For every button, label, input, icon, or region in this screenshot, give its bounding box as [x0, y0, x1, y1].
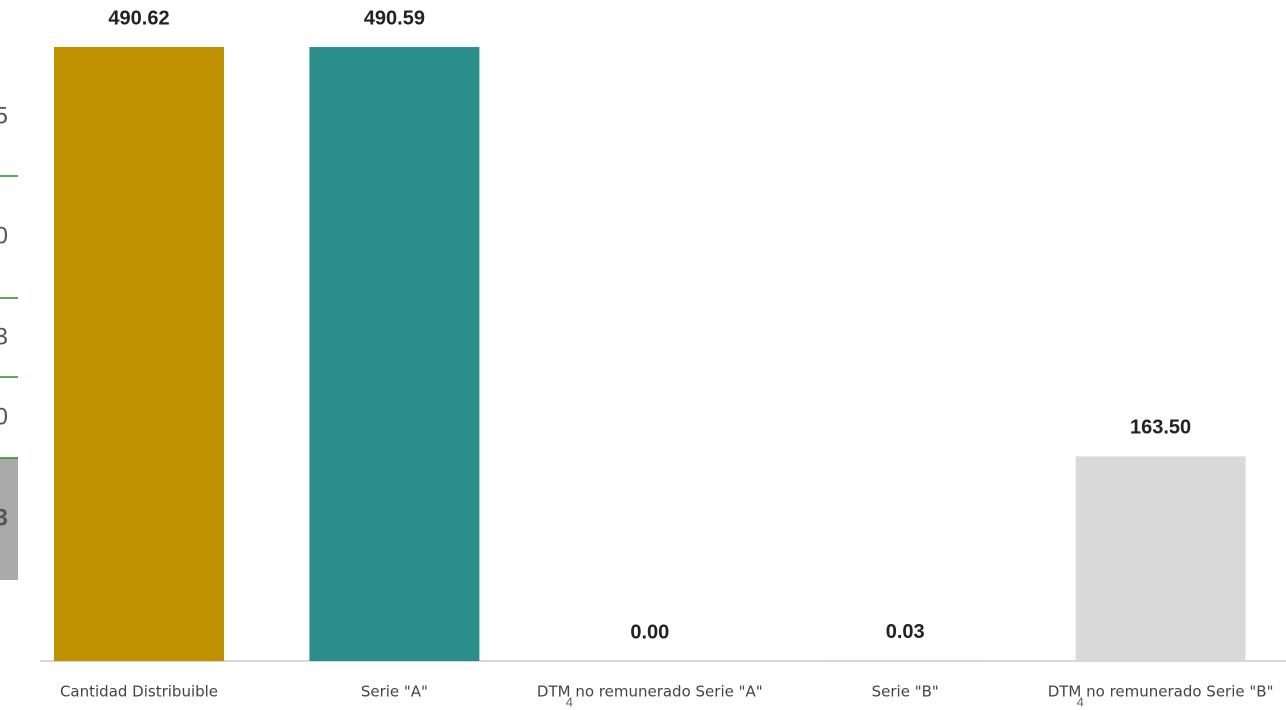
fragment: 3: [0, 323, 8, 350]
value-label: 490.62: [108, 7, 169, 29]
value-label: 0.00: [630, 621, 669, 643]
fragment: 0: [0, 403, 8, 430]
fragment: 3: [0, 504, 8, 531]
value-label: 0.03: [886, 621, 925, 643]
side-panel: [0, 458, 18, 580]
bar: [1075, 456, 1246, 661]
x-tick-label: DTM no remunerado Serie "B": [1048, 683, 1274, 701]
value-label: 490.59: [364, 7, 425, 29]
footnote-mark: 4: [566, 694, 573, 709]
fragment: 5: [0, 102, 8, 129]
value-label: 163.50: [1130, 417, 1191, 439]
fragment: 0: [0, 222, 8, 249]
x-tick-label: Cantidad Distribuible: [60, 683, 218, 701]
x-tick-label: DTM no remunerado Serie "A": [537, 683, 763, 701]
side-lines: [0, 175, 18, 459]
x-tick-label: Serie "A": [361, 683, 428, 701]
x-tick-label: Serie "B": [872, 683, 939, 701]
bar: [54, 47, 224, 661]
bar: [309, 47, 480, 662]
footnote-mark: 4: [1077, 694, 1084, 709]
